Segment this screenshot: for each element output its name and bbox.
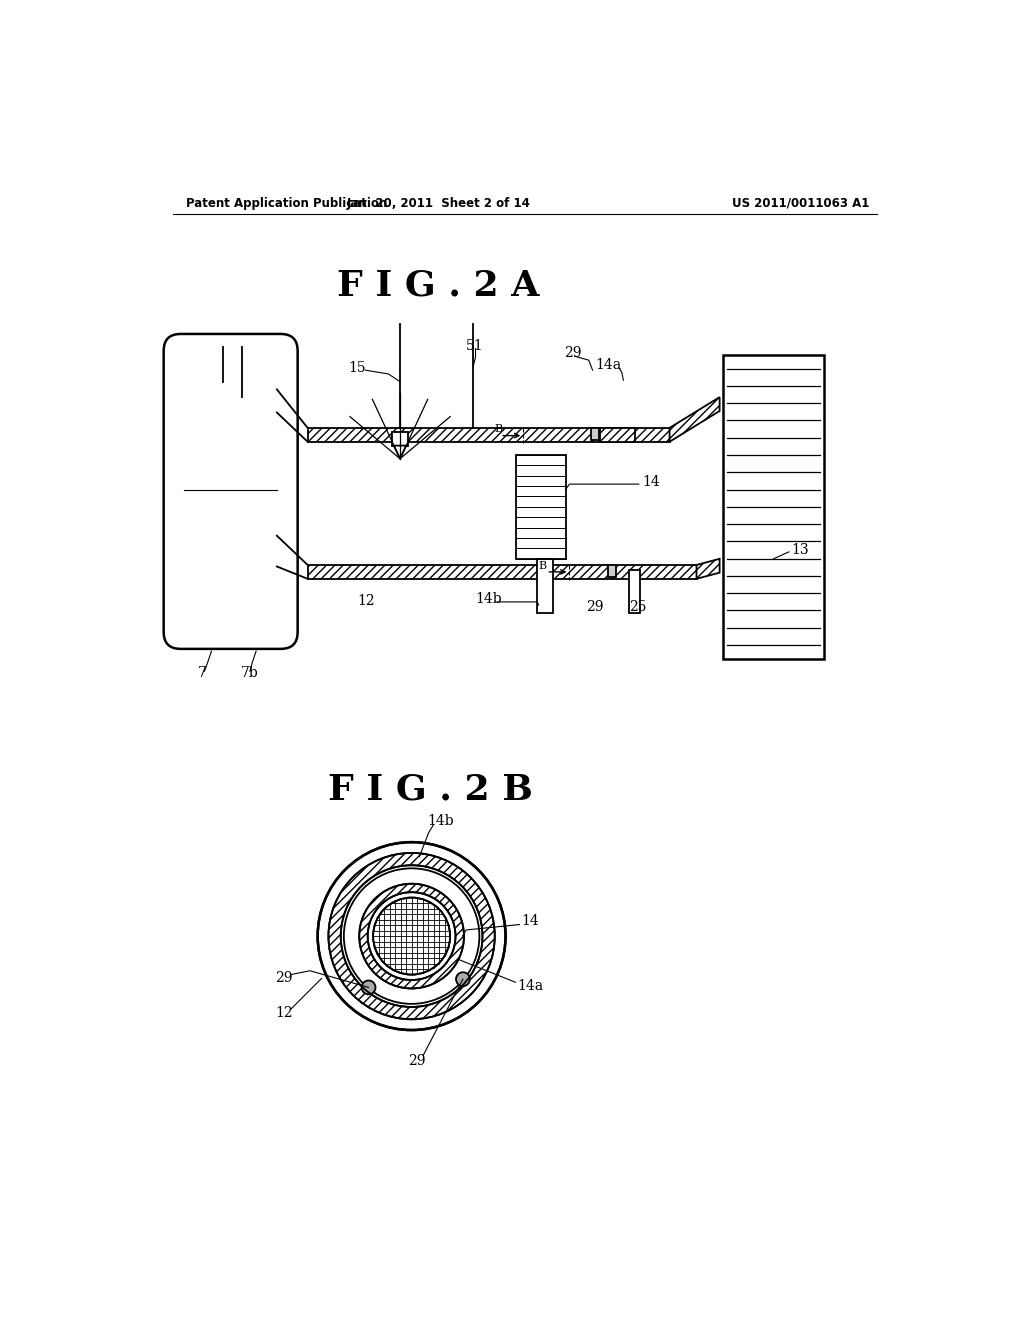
Bar — [629, 570, 640, 612]
Text: 15: 15 — [348, 360, 367, 375]
Circle shape — [317, 842, 506, 1030]
Circle shape — [359, 884, 464, 989]
Text: 29: 29 — [275, 972, 293, 986]
Text: Patent Application Publication: Patent Application Publication — [186, 197, 387, 210]
Circle shape — [368, 892, 456, 979]
Polygon shape — [600, 428, 635, 442]
Text: 14: 14 — [643, 475, 660, 488]
Text: 13: 13 — [792, 543, 809, 557]
Text: 25: 25 — [630, 599, 647, 614]
Text: 7: 7 — [199, 665, 207, 680]
Text: 14: 14 — [521, 913, 539, 928]
Text: B: B — [539, 561, 547, 570]
Bar — [515, 455, 565, 558]
Bar — [307, 428, 670, 442]
Text: 12: 12 — [357, 594, 376, 609]
Bar — [724, 355, 823, 659]
Text: 14b: 14b — [427, 813, 454, 828]
Text: US 2011/0011063 A1: US 2011/0011063 A1 — [732, 197, 869, 210]
Polygon shape — [394, 446, 407, 459]
Bar — [591, 428, 599, 441]
Bar — [608, 565, 615, 577]
Circle shape — [344, 869, 479, 1003]
Text: 51: 51 — [466, 338, 483, 352]
Bar — [538, 558, 553, 612]
Bar — [392, 432, 408, 446]
Text: 14a: 14a — [596, 358, 622, 372]
Polygon shape — [670, 397, 720, 442]
Text: 12: 12 — [275, 1006, 293, 1020]
Text: B: B — [494, 425, 502, 434]
Text: 14a: 14a — [517, 979, 543, 993]
Circle shape — [373, 898, 451, 974]
Polygon shape — [696, 558, 720, 579]
Text: 7b: 7b — [241, 665, 258, 680]
Text: Jan. 20, 2011  Sheet 2 of 14: Jan. 20, 2011 Sheet 2 of 14 — [346, 197, 530, 210]
Text: 29: 29 — [408, 1053, 425, 1068]
Text: F I G . 2 B: F I G . 2 B — [329, 772, 534, 807]
Text: F I G . 2 A: F I G . 2 A — [337, 268, 540, 302]
Circle shape — [361, 981, 376, 994]
Bar — [307, 565, 696, 579]
Text: 29: 29 — [564, 346, 582, 360]
Text: 29: 29 — [586, 599, 603, 614]
Text: 14b: 14b — [475, 591, 502, 606]
Circle shape — [341, 866, 482, 1007]
FancyBboxPatch shape — [164, 334, 298, 649]
Circle shape — [456, 973, 470, 986]
Circle shape — [329, 853, 495, 1019]
